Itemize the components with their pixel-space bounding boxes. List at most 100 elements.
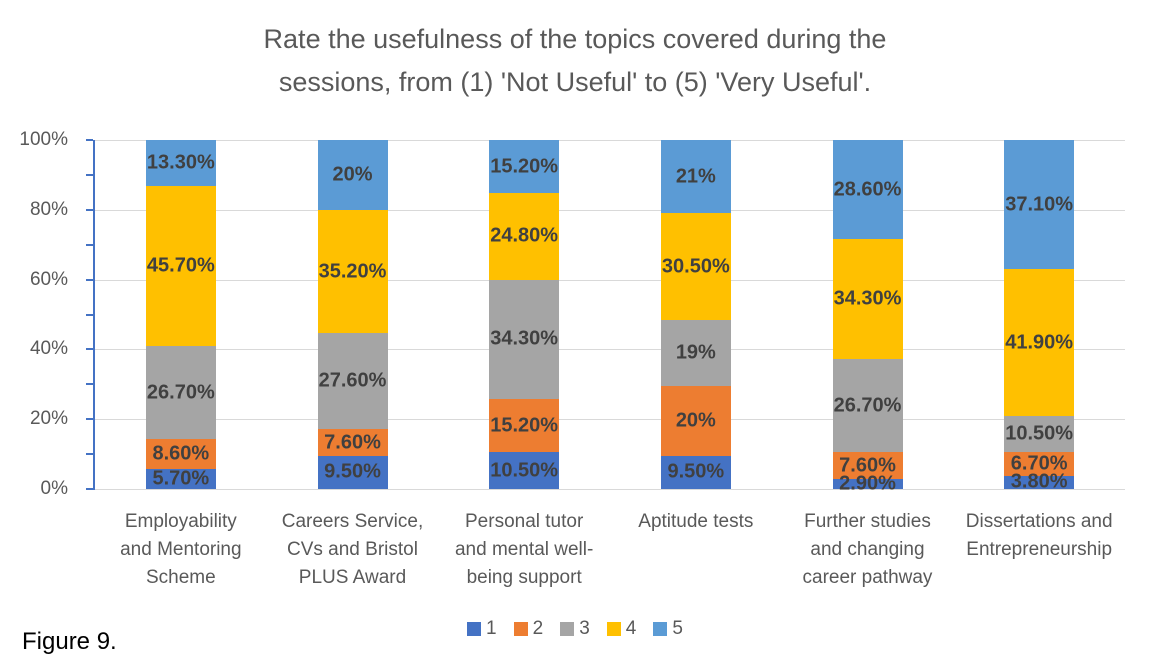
category-label-line: career pathway xyxy=(802,567,933,588)
gridline-80 xyxy=(95,210,1125,211)
bar-segment-3 xyxy=(489,279,560,400)
bar-segment-label: 34.30% xyxy=(833,287,902,310)
category-label-line: and Mentoring xyxy=(120,539,242,560)
y-axis-label: 100% xyxy=(19,129,68,150)
category-label-line: Scheme xyxy=(145,567,216,588)
bar-segment-label: 8.60% xyxy=(152,442,210,465)
legend-swatch-icon xyxy=(606,622,621,636)
bar-segment-1 xyxy=(1004,475,1075,489)
bar-segment-4 xyxy=(1004,269,1075,416)
bar-segment-2 xyxy=(1004,452,1075,476)
bar-segment-label: 24.80% xyxy=(490,224,559,247)
bar-segment-label: 9.50% xyxy=(667,460,725,483)
bar-segment-4 xyxy=(832,239,903,360)
legend-label: 4 xyxy=(625,618,637,639)
category-label-line: Further studies xyxy=(804,511,931,532)
y-axis-tick xyxy=(86,348,93,350)
bar-segment-5 xyxy=(317,140,388,211)
bar-segment-label: 37.10% xyxy=(1005,193,1074,216)
y-axis-label: 20% xyxy=(29,408,68,430)
y-axis-line xyxy=(93,140,95,490)
bar-segment-5 xyxy=(832,139,903,240)
bar-segment-label: 41.90% xyxy=(1005,331,1074,354)
bar-segment-label: 13.30% xyxy=(146,151,215,174)
category-label-line: and mental well- xyxy=(454,539,594,560)
bar-segment-3 xyxy=(145,345,216,440)
figure-caption: Figure 9. xyxy=(22,628,117,655)
bar-segment-5 xyxy=(145,140,216,187)
bar-segment-label: 20% xyxy=(675,409,716,432)
bar-segment-3 xyxy=(660,319,731,387)
bar-segment-4 xyxy=(317,210,388,333)
legend-label: 5 xyxy=(672,618,683,639)
category-label: Careers Service, CVs and Bristol PLUS Awar… xyxy=(262,508,444,592)
bar-segment-label: 26.70% xyxy=(146,381,215,403)
y-axis-label: 80% xyxy=(29,198,68,220)
bar-segment-4 xyxy=(489,193,560,280)
bar-segment-label: 26.70% xyxy=(833,394,902,417)
y-axis-tick xyxy=(86,488,93,490)
gridline-100 xyxy=(95,140,1125,141)
category-label-line: Dissertations and xyxy=(965,511,1113,532)
bar-segment-label: 3.80% xyxy=(1010,470,1068,493)
bar-segment-2 xyxy=(489,399,560,453)
bar-segment-1 xyxy=(832,478,903,489)
chart-title-line2: sessions, from (1) 'Not Useful' to (5) '… xyxy=(278,67,872,97)
bar-segment-5 xyxy=(1004,140,1075,270)
y-axis-tick xyxy=(86,383,93,385)
legend-swatch-icon xyxy=(560,622,575,636)
bar-segment-2 xyxy=(145,439,216,470)
bar-segment-label: 28.60% xyxy=(833,178,902,201)
legend-item-4: 4 xyxy=(606,618,637,640)
category-label: Aptitude tests xyxy=(605,508,787,536)
bar-segment-label: 9.50% xyxy=(324,460,381,483)
bar-segment-label: 27.60% xyxy=(318,369,387,392)
y-axis-label: 0% xyxy=(40,478,68,499)
legend: 1 2 3 4 5 xyxy=(0,618,1150,640)
legend-item-2: 2 xyxy=(513,618,544,640)
y-axis-tick xyxy=(86,453,93,455)
bar-segment-label: 35.20% xyxy=(318,260,387,283)
bar-segment-label: 21% xyxy=(675,165,716,188)
bar-segment-label: 34.30% xyxy=(490,327,559,350)
bar-segment-4 xyxy=(145,186,216,346)
bar-segment-5 xyxy=(489,140,560,194)
gridline-20 xyxy=(95,419,1125,420)
legend-swatch-icon xyxy=(513,622,528,636)
chart-title-line1: Rate the usefulness of the topics covere… xyxy=(263,24,887,54)
bar-segment-label: 6.70% xyxy=(1010,452,1068,475)
legend-item-5: 5 xyxy=(653,618,683,640)
y-axis-tick xyxy=(86,279,93,281)
legend-item-3: 3 xyxy=(560,618,590,640)
category-label-line: PLUS Award xyxy=(298,567,407,588)
category-label: Employability and Mentoring Scheme xyxy=(90,508,272,592)
category-label: Dissertations and Entrepreneurship xyxy=(948,508,1130,564)
bar-segment-3 xyxy=(832,359,903,453)
bar-segment-1 xyxy=(489,452,560,489)
bar-segment-label: 45.70% xyxy=(146,254,215,277)
y-axis-label: 60% xyxy=(29,268,68,290)
y-axis-tick xyxy=(86,244,93,246)
bar-segment-5 xyxy=(660,140,731,214)
y-axis-tick xyxy=(86,174,93,176)
legend-label: 2 xyxy=(532,618,544,639)
bar-segment-label: 10.50% xyxy=(1005,422,1074,445)
bar-segment-label: 2.90% xyxy=(839,472,896,495)
category-label-line: Entrepreneurship xyxy=(966,539,1113,560)
legend-item-1: 1 xyxy=(467,618,497,640)
legend-swatch-icon xyxy=(653,622,668,636)
bar-segment-label: 30.50% xyxy=(661,255,730,277)
chart-title: Rate the usefulness of the topics covere… xyxy=(0,18,1150,104)
bar-segment-label: 10.50% xyxy=(490,459,559,482)
category-label-line: Personal tutor xyxy=(465,511,584,532)
category-label: Personal tutor and mental well-being supp… xyxy=(433,508,615,592)
category-label-line: Aptitude tests xyxy=(638,511,754,532)
bar-segment-label: 19% xyxy=(675,341,716,364)
bar-segment-2 xyxy=(317,429,388,456)
gridline-0 xyxy=(95,489,1125,490)
legend-swatch-icon xyxy=(467,622,482,636)
bar-segment-label: 15.20% xyxy=(490,414,559,437)
bar-segment-3 xyxy=(317,332,388,430)
y-axis-tick xyxy=(86,139,93,141)
